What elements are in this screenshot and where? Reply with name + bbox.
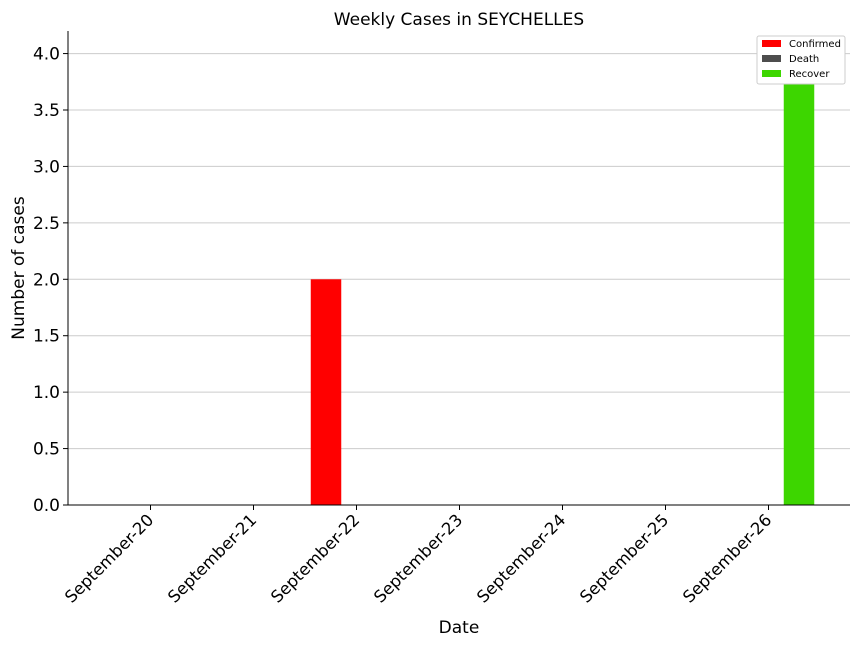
x-ticks: September-20 September-21 September-22 Sept… <box>61 505 775 607</box>
x-tick-label: September-26 <box>679 510 775 606</box>
legend: Confirmed Death Recover <box>756 35 846 85</box>
x-axis-label: Date <box>439 618 480 638</box>
grid-lines <box>68 53 850 450</box>
x-tick-label: September-23 <box>370 510 466 606</box>
y-ticks: 0.0 0.5 1.0 1.5 2.0 2.5 3.0 3.5 4.0 <box>33 45 68 516</box>
y-tick-label: 1.0 <box>33 383 60 403</box>
x-tick-label: September-25 <box>576 510 672 606</box>
axes <box>67 31 850 506</box>
legend-swatch-recover <box>762 70 781 77</box>
chart-title: Weekly Cases in SEYCHELLES <box>334 10 584 30</box>
y-tick-label: 2.5 <box>33 214 60 234</box>
bar-confirmed-2 <box>310 279 342 505</box>
y-tick-label: 3.5 <box>33 101 60 121</box>
bar-recover-6 <box>783 53 815 505</box>
x-tick-label: September-24 <box>473 510 569 606</box>
bars <box>310 53 815 505</box>
y-axis-label: Number of cases <box>9 196 29 340</box>
x-tick-label: September-20 <box>61 510 157 606</box>
y-tick-label: 0.5 <box>33 440 60 460</box>
x-tick-label: September-22 <box>267 510 363 606</box>
legend-label-death: Death <box>789 54 819 65</box>
y-tick-label: 2.0 <box>33 270 60 290</box>
x-tick-label: September-21 <box>164 510 260 606</box>
y-tick-label: 1.5 <box>33 327 60 347</box>
y-tick-label: 3.0 <box>33 157 60 177</box>
y-tick-label: 4.0 <box>33 45 60 65</box>
legend-label-recover: Recover <box>789 69 830 80</box>
y-tick-label: 0.0 <box>33 496 60 516</box>
legend-label-confirmed: Confirmed <box>789 39 841 50</box>
legend-swatch-confirmed <box>762 40 781 47</box>
legend-swatch-death <box>762 55 781 62</box>
